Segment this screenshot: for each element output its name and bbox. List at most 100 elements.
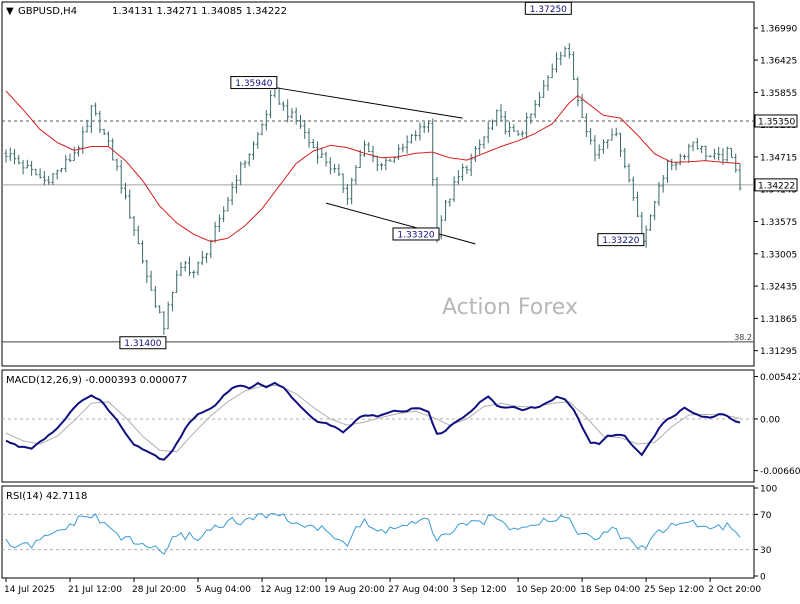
price-bar [42, 171, 46, 186]
price-bar [298, 114, 302, 129]
price-bar [738, 163, 742, 191]
price-bar [166, 301, 170, 330]
current-price-badge: 1.34222 [758, 181, 795, 191]
price-bar [619, 132, 623, 157]
price-bar [21, 159, 25, 175]
price-bar [358, 149, 362, 169]
price-bar [226, 196, 230, 212]
price-bar [614, 127, 618, 137]
price-bar [388, 158, 392, 162]
price-bar [512, 124, 516, 132]
price-bar [239, 161, 243, 186]
price-bar [704, 145, 708, 162]
time-tick-label: 28 Jul 20:00 [132, 585, 186, 595]
price-bar [725, 146, 729, 162]
time-tick-label: 14 Jul 2025 [4, 585, 55, 595]
price-bar [537, 92, 541, 108]
price-bar [665, 160, 669, 184]
price-bar [264, 109, 268, 131]
price-bar [631, 176, 635, 202]
price-bar [290, 108, 294, 119]
macd-tick-label: 0.005427 [760, 373, 800, 383]
price-bar [345, 184, 349, 206]
price-bar [559, 51, 563, 66]
price-bar [320, 147, 324, 158]
time-tick-label: 21 Jul 12:00 [68, 585, 122, 595]
macd-tick-label: 0.00 [760, 415, 780, 425]
price-bar [683, 154, 687, 160]
price-bar [397, 144, 401, 160]
macd-panel-frame [1, 369, 755, 483]
price-bar [580, 93, 584, 118]
swing-label-box [230, 76, 278, 90]
price-bar [47, 175, 51, 185]
price-bar [72, 146, 76, 162]
price-bar [294, 107, 298, 125]
price-bar [674, 161, 678, 171]
price-bar [533, 100, 537, 119]
price-bar [542, 79, 546, 98]
price-bar [145, 259, 149, 283]
price-bar [439, 215, 443, 240]
price-bar [192, 270, 196, 279]
macd-main-line [5, 381, 741, 461]
price-bar [657, 182, 661, 206]
price-bar [64, 154, 68, 173]
price-bar [362, 140, 366, 157]
price-bar [328, 157, 332, 175]
price-bar [170, 291, 174, 312]
time-tick-label: 27 Aug 04:00 [388, 585, 449, 595]
price-bar [572, 51, 576, 80]
price-bar [188, 256, 191, 276]
price-bar [422, 122, 426, 133]
price-bar [712, 148, 716, 160]
price-bar [34, 168, 38, 176]
price-tick-label: 1.33005 [760, 250, 797, 260]
price-bar [717, 146, 721, 161]
price-bar [316, 141, 320, 164]
swing-label: 1.31400 [124, 339, 161, 349]
price-bar [606, 139, 610, 149]
price-bar [661, 174, 665, 193]
price-bar [25, 159, 29, 169]
price-bar [158, 305, 162, 314]
price-bar [115, 158, 119, 171]
price-bar [529, 113, 533, 125]
price-bar [350, 177, 354, 205]
price-bar [149, 270, 153, 291]
swing-label-box [524, 1, 572, 15]
rsi-line [5, 513, 741, 555]
watermark: Action Forex [442, 295, 578, 320]
price-bar [247, 153, 251, 167]
price-bar [486, 122, 490, 144]
price-bar [610, 128, 614, 141]
price-bar [128, 189, 132, 219]
time-tick-label: 19 Aug 20:00 [324, 585, 385, 595]
price-bar [601, 139, 605, 154]
price-bar [503, 110, 507, 135]
price-bar [636, 191, 640, 218]
price-bar [341, 173, 345, 193]
symbol-dropdown-icon[interactable]: ▼ [6, 6, 14, 17]
current-price-badge-box [754, 178, 798, 192]
price-bar [81, 126, 85, 154]
price-bar [281, 101, 285, 111]
macd-lines [2, 381, 754, 461]
price-bar [162, 311, 166, 335]
price-bar [678, 153, 682, 166]
price-bar [448, 198, 452, 207]
price-bar [525, 112, 529, 139]
swing-label-box [119, 336, 167, 350]
price-bar [217, 214, 221, 233]
price-bar [252, 141, 256, 160]
price-bar [324, 151, 328, 167]
price-bar [230, 182, 234, 206]
rsi-panel-frame [1, 485, 755, 579]
price-bar [51, 173, 55, 186]
price-bar [85, 119, 89, 133]
price-bar [141, 240, 145, 264]
price-bar [482, 136, 486, 149]
price-bar [414, 130, 418, 141]
price-bar [136, 225, 140, 245]
